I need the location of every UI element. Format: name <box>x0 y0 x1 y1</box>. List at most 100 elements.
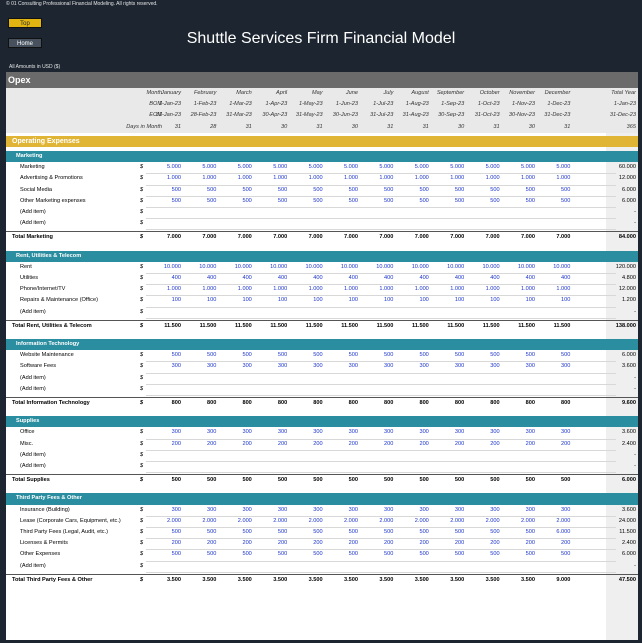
month-value: 500 <box>525 551 535 558</box>
month-value: 500 <box>277 529 288 535</box>
month-value: 300 <box>561 363 571 370</box>
month-value: 1.000 <box>414 175 429 182</box>
group-total-month-value: 9.000 <box>556 576 571 583</box>
header-cell: June <box>345 90 358 96</box>
line-item-label: Website Maintenance <box>20 352 74 359</box>
month-value <box>224 307 252 318</box>
line-item-row: Social Media $500 500 500 500 500 500 500 500 500… <box>6 185 638 196</box>
unit-label: $ <box>140 164 144 171</box>
group-total-month-value: 7.000 <box>379 234 394 241</box>
month-value: 400 <box>490 275 500 281</box>
header-cell: October <box>479 90 500 96</box>
month-value: 200 <box>207 540 217 547</box>
month-value: 300 <box>490 363 500 370</box>
grid-line <box>146 218 616 220</box>
unit-label: $ <box>140 576 144 583</box>
group-total-month-value: 7.000 <box>450 234 465 241</box>
month-value: 2.000 <box>273 517 288 524</box>
month-value: 10.000 <box>376 263 394 270</box>
month-value: 2.000 <box>521 517 535 524</box>
month-value: 300 <box>277 363 288 370</box>
month-value: 500 <box>277 352 288 359</box>
month-value <box>401 450 429 461</box>
line-item-row: Utilities $400 400 400 400 400 400 400 400 400 400… <box>6 273 638 284</box>
month-value: 1.000 <box>556 175 571 182</box>
header-cell: 30-Apr-23 <box>262 112 288 119</box>
group-total-month-value: 800 <box>525 400 535 406</box>
group-total-month-value: 11.500 <box>341 322 358 329</box>
month-value: 500 <box>207 529 217 535</box>
total-value: 120.000 <box>615 263 636 270</box>
total-column-bg <box>606 88 638 640</box>
month-value <box>507 218 535 229</box>
month-value: 1.000 <box>167 175 181 182</box>
month-value: 5.000 <box>414 164 429 171</box>
month-value <box>188 461 216 472</box>
month-value: 1.000 <box>202 286 217 293</box>
total-value: 6.000 <box>622 352 636 359</box>
month-value <box>330 373 358 384</box>
group-total-month-value: 800 <box>313 400 323 406</box>
month-value <box>365 561 393 572</box>
group-title: Third Party Fees & Other <box>16 495 82 502</box>
month-value: 500 <box>313 529 323 535</box>
unit-label: $ <box>140 297 144 304</box>
month-value: 1.000 <box>344 175 358 182</box>
month-value: 200 <box>454 440 465 447</box>
group-total-month-value: 500 <box>490 477 500 484</box>
month-value <box>507 561 535 572</box>
total-value: - <box>634 220 636 227</box>
month-value: 200 <box>242 440 252 447</box>
month-value: 400 <box>171 275 181 281</box>
month-value <box>365 207 393 218</box>
month-value <box>401 561 429 572</box>
month-value: 200 <box>384 440 394 447</box>
line-item-row: Website Maintenance $500 500 500 500 500 500 50… <box>6 350 638 361</box>
month-value <box>224 450 252 461</box>
group-total-month-value: 800 <box>242 400 252 406</box>
total-value: - <box>634 385 636 392</box>
unit-label: $ <box>140 463 144 469</box>
header-cell: 30 <box>528 123 535 130</box>
group-total-month-value: 7.000 <box>521 234 535 241</box>
month-value: 500 <box>242 197 252 204</box>
header-cell: 31 <box>174 123 181 130</box>
month-value <box>188 561 216 572</box>
month-value <box>365 307 393 318</box>
group-total-month-value: 11.500 <box>305 322 323 329</box>
month-value: 10.000 <box>199 263 217 270</box>
month-value: 200 <box>277 540 288 547</box>
group-total-month-value: 3.500 <box>521 576 535 583</box>
top-button[interactable]: Top <box>8 18 42 28</box>
month-value: 500 <box>313 197 323 204</box>
month-value <box>507 307 535 318</box>
month-value <box>507 450 535 461</box>
grid-line <box>146 173 616 175</box>
month-value <box>188 218 216 229</box>
group-total-row: Total Information Technology $800 800 800 80… <box>6 397 638 409</box>
month-value: 500 <box>525 197 535 204</box>
month-value: 500 <box>348 551 358 558</box>
line-item-row: Other Expenses $500 500 500 500 500 500 500 500 5… <box>6 549 638 560</box>
line-item-row: Other Marketing expenses $500 500 500 500 500… <box>6 196 638 207</box>
group-total-month-value: 3.500 <box>450 576 465 583</box>
month-value: 10.000 <box>553 263 571 270</box>
line-item-row: Office $300 300 300 300 300 300 300 300 300 300 300… <box>6 427 638 438</box>
month-value: 500 <box>561 551 571 558</box>
month-value <box>365 218 393 229</box>
month-value: 500 <box>242 551 252 558</box>
header-label: Days in Month <box>126 123 162 130</box>
month-value <box>436 218 464 229</box>
unit-label: $ <box>140 529 144 535</box>
header-bom-row: BOM 1-Jan-23 1-Feb-23 1-Mar-23 1-Apr-23 1-May… <box>6 99 638 111</box>
home-button[interactable]: Home <box>8 38 42 48</box>
unit-label: $ <box>140 352 144 359</box>
grid-line <box>146 472 616 474</box>
month-value <box>330 218 358 229</box>
month-value: 100 <box>490 297 500 304</box>
month-value <box>153 207 181 218</box>
header-cell: 31-Aug-23 <box>402 112 429 119</box>
month-value: 5.000 <box>202 164 217 171</box>
month-value: 500 <box>419 352 429 359</box>
month-value: 500 <box>419 197 429 204</box>
